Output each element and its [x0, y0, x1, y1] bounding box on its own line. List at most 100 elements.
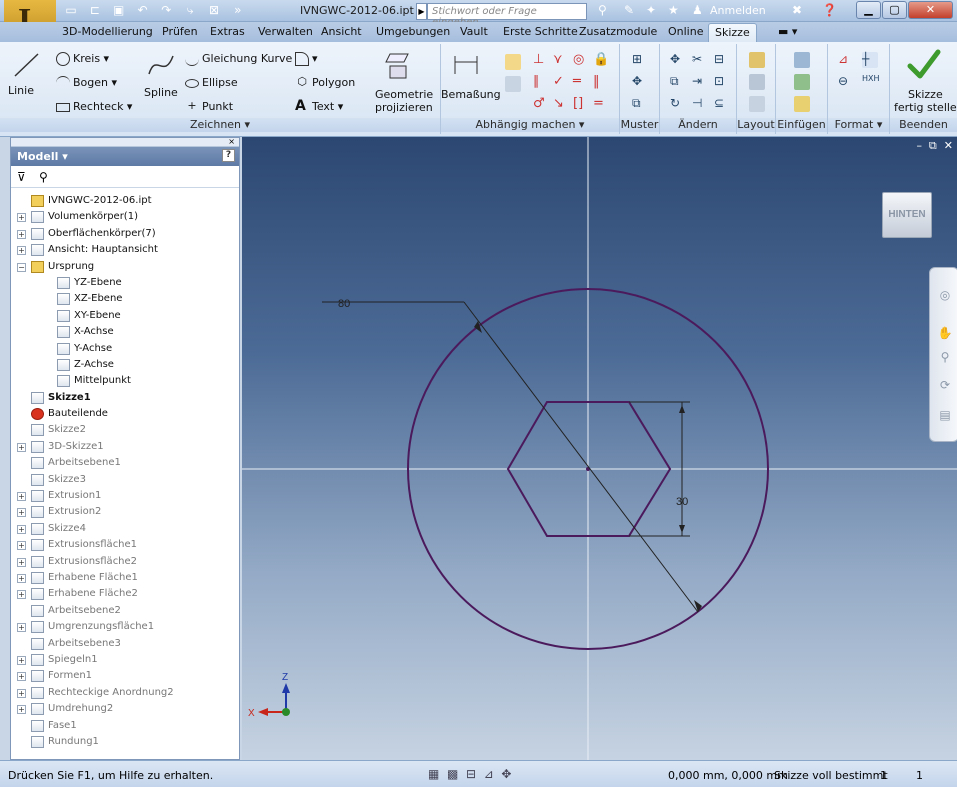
minimize-button[interactable]: ▁	[856, 1, 881, 19]
expand-icon[interactable]: +	[17, 688, 26, 698]
browser-title[interactable]: Modell ▾ ?	[11, 147, 239, 166]
tree-node[interactable]: + Oberflächenkörper(7)	[17, 227, 237, 243]
group-label-abhaengig[interactable]: Abhängig machen ▾	[441, 118, 619, 132]
comm-center-icon[interactable]: ✎	[624, 3, 635, 17]
redo-icon[interactable]: ↷	[161, 3, 172, 17]
grid-snap-icon[interactable]: ▦	[428, 767, 440, 781]
equal-icon[interactable]: =	[593, 96, 604, 111]
symmetric-icon[interactable]: []	[573, 96, 584, 111]
tree-node[interactable]: X-Achse	[17, 325, 237, 341]
split-icon[interactable]: ⊟	[714, 52, 725, 66]
browser-help-icon[interactable]: ?	[222, 149, 235, 162]
graphics-window[interactable]: – ⧉ ✕ 80 30 Z X HINTEN ◎ ✋ ⚲ ⟳	[242, 137, 957, 760]
zoom-icon[interactable]: ⚲	[940, 350, 950, 364]
fillet-dropdown[interactable]: ▾	[295, 52, 318, 66]
spline-button[interactable]: Spline	[144, 86, 178, 99]
line-button[interactable]: Linie	[8, 84, 34, 97]
expand-icon[interactable]: +	[17, 672, 26, 682]
expand-icon[interactable]: +	[17, 623, 26, 633]
smooth-icon[interactable]: ♂	[533, 96, 545, 111]
tree-node[interactable]: Arbeitsebene2	[17, 604, 237, 620]
tree-node[interactable]: Bauteilende	[17, 407, 237, 423]
find-binoculars-icon[interactable]: ⚲	[39, 170, 48, 184]
finish-sketch-button[interactable]: Skizze	[908, 88, 943, 101]
perpendicular-icon[interactable]: ⊥	[533, 52, 545, 67]
help-icon[interactable]: ❓	[822, 3, 837, 17]
tree-node[interactable]: IVNGWC-2012-06.ipt	[17, 194, 237, 210]
tree-node[interactable]: Skizze1	[17, 390, 237, 408]
search-arrow-icon[interactable]: ▶	[416, 3, 427, 20]
tree-node[interactable]: Y-Achse	[17, 342, 237, 358]
create-block-icon[interactable]	[749, 96, 765, 112]
auto-dimension-icon[interactable]	[505, 54, 521, 70]
search-input[interactable]: Stichwort oder Frage eingeben	[427, 3, 587, 28]
move-icon[interactable]: ✥	[670, 52, 681, 66]
collapse-icon[interactable]: −	[17, 262, 26, 272]
tree-node[interactable]: + Spiegeln1	[17, 653, 237, 669]
expand-icon[interactable]: +	[17, 213, 26, 223]
expand-icon[interactable]: +	[17, 524, 26, 534]
tangent-icon[interactable]: ✓	[553, 74, 564, 89]
tree-node[interactable]: + Skizze4	[17, 522, 237, 538]
tree-node[interactable]: XZ-Ebene	[17, 292, 237, 308]
rectangle-button[interactable]: Rechteck ▾	[56, 100, 132, 113]
open-icon[interactable]: ⊏	[89, 3, 100, 17]
tab-pruefen[interactable]: Prüfen	[162, 25, 198, 38]
vertical-icon[interactable]: ‖	[593, 74, 600, 89]
new-file-icon[interactable]: ▭	[65, 3, 77, 17]
expand-icon[interactable]: +	[17, 573, 26, 583]
user-icon[interactable]: ♟	[692, 3, 703, 17]
fix-icon[interactable]: 🔒	[593, 52, 610, 67]
circle-button[interactable]: Kreis ▾	[56, 52, 109, 66]
pan-hand-icon[interactable]: ✋	[937, 326, 953, 340]
tab-ansicht[interactable]: Ansicht	[321, 25, 362, 38]
sketch-canvas[interactable]: 80 30 Z X	[242, 137, 957, 760]
rotate-icon[interactable]: ↻	[670, 96, 681, 110]
tree-node[interactable]: +3D-Skizze1	[17, 440, 237, 456]
constraint-inference-icon[interactable]: ▩	[446, 767, 459, 781]
undo-icon[interactable]: ↶	[137, 3, 148, 17]
tab-zusatzmodule[interactable]: Zusatzmodule	[579, 25, 658, 38]
circular-pattern-icon[interactable]: ✥	[632, 74, 643, 88]
viewcube[interactable]: HINTEN	[882, 192, 932, 238]
return-icon[interactable]: ⤷	[186, 3, 194, 17]
viewport-window-controls[interactable]: – ⧉ ✕	[916, 139, 953, 152]
driven-dimension-icon[interactable]: HXH	[862, 74, 880, 83]
mirror-icon[interactable]: ⧉	[632, 96, 641, 110]
collinear-icon[interactable]: ↘	[553, 96, 564, 111]
expand-icon[interactable]: +	[17, 492, 26, 502]
diameter-dimension-line[interactable]	[463, 301, 699, 613]
expand-icon[interactable]: +	[17, 246, 26, 256]
orbit-icon[interactable]: ⟳	[939, 378, 951, 392]
sketch-hexagon[interactable]	[506, 401, 672, 537]
more-icon[interactable]: »	[234, 3, 242, 17]
tab-skizze[interactable]: Skizze	[708, 23, 757, 42]
group-label-format[interactable]: Format ▾	[828, 118, 889, 132]
select-icon[interactable]: ⊠	[208, 3, 219, 17]
diameter-dimension-text[interactable]: 80	[338, 298, 350, 310]
tree-node[interactable]: − Ursprung	[17, 260, 237, 276]
tab-online[interactable]: Online	[668, 25, 704, 38]
tree-node[interactable]: + Extrusion1	[17, 489, 237, 505]
tree-node[interactable]: Arbeitsebene1	[17, 456, 237, 472]
signin-link[interactable]: Anmelden	[710, 4, 766, 17]
tree-node[interactable]: + Formen1	[17, 669, 237, 685]
tree-node[interactable]: + Erhabene Fläche1	[17, 571, 237, 587]
concentric-icon[interactable]: ◎	[573, 52, 585, 67]
ribbon-options-icon[interactable]: ▬ ▾	[778, 25, 798, 38]
tree-node[interactable]: YZ-Ebene	[17, 276, 237, 292]
expand-icon[interactable]: +	[17, 442, 26, 452]
horizontal-icon[interactable]: ═	[573, 74, 581, 89]
sketch-circle[interactable]	[407, 288, 769, 650]
tree-node[interactable]: + Extrusionsfläche1	[17, 538, 237, 554]
tree-node[interactable]: + Erhabene Fläche2	[17, 587, 237, 603]
save-icon[interactable]: ▣	[112, 3, 125, 17]
centerline-icon[interactable]: ┼	[862, 52, 878, 68]
center-point-icon[interactable]: ⊖	[838, 74, 849, 88]
exchange-icon[interactable]: ✖	[792, 3, 803, 17]
dimension-display-icon[interactable]: ⊟	[465, 767, 477, 781]
dimension-button[interactable]: Bemaßung	[441, 88, 501, 101]
arc-button[interactable]: Bogen ▾	[56, 76, 117, 90]
tree-node[interactable]: + Umgrenzungsfläche1	[17, 620, 237, 636]
stretch-icon[interactable]: ⊣	[692, 96, 703, 110]
